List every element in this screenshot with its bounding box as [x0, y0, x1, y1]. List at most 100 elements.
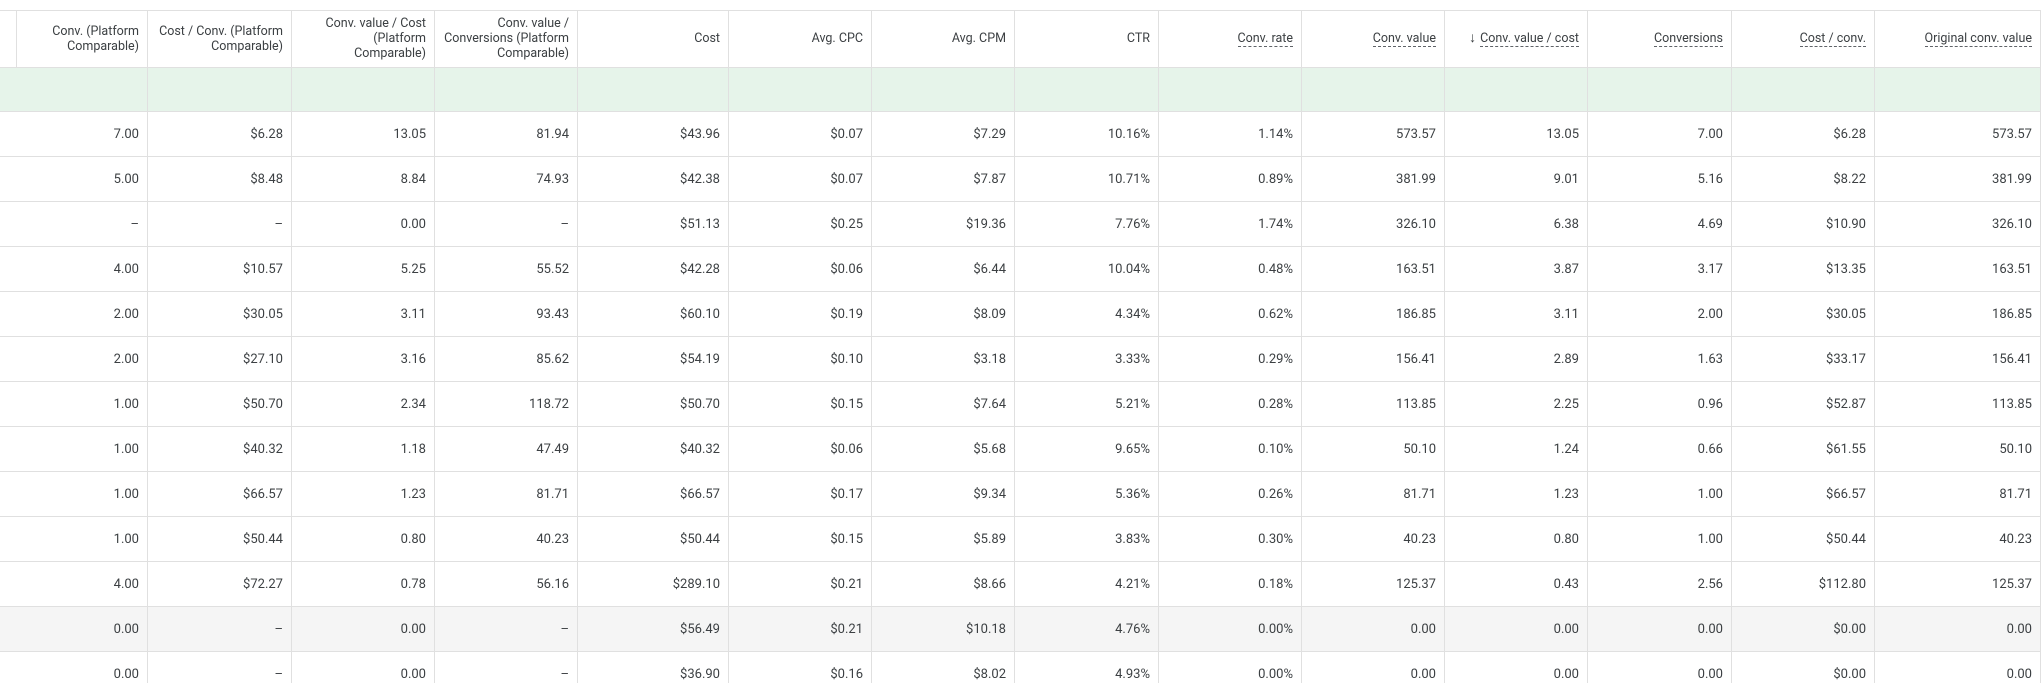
column-header[interactable]: Avg. CPC [729, 10, 872, 68]
data-cell: 6.38 [1445, 202, 1588, 247]
data-cell: 2.34 [292, 382, 435, 427]
column-header[interactable]: Conv. value / Cost (Platform Comparable) [292, 10, 435, 68]
highlight-row-cell [1445, 68, 1588, 112]
data-cell: $112.80 [1732, 562, 1875, 607]
header-label: Conversions [1654, 30, 1723, 47]
column-header[interactable]: CTR [1015, 10, 1159, 68]
data-cell: $8.09 [872, 292, 1015, 337]
data-cell: $42.38 [578, 157, 729, 202]
data-cell: 1.00 [7, 427, 148, 472]
column-header[interactable]: Avg. CPM [872, 10, 1015, 68]
data-cell: 9.01 [1445, 157, 1588, 202]
data-cell: 55.52 [435, 247, 578, 292]
data-cell: 81.71 [1302, 472, 1445, 517]
data-cell: 1.63 [1588, 337, 1732, 382]
data-cell: $52.87 [1732, 382, 1875, 427]
column-header[interactable]: Original conv. value [1875, 10, 2041, 68]
data-cell: 10.04% [1015, 247, 1159, 292]
data-cell: 5.21% [1015, 382, 1159, 427]
column-header[interactable]: Conv. (Platform Comparable) [7, 10, 148, 68]
column-header[interactable]: Conv. value / Conversions (Platform Comp… [435, 10, 578, 68]
data-cell: 56.16 [435, 562, 578, 607]
data-cell: $7.64 [872, 382, 1015, 427]
data-cell: 0.62% [1159, 292, 1302, 337]
data-cell: 1.00 [7, 472, 148, 517]
header-label: Cost [694, 31, 720, 46]
data-cell: 50.10 [1875, 427, 2041, 472]
data-cell: 7.00 [7, 112, 148, 157]
data-cell: $19.36 [872, 202, 1015, 247]
data-cell: 573.57 [1875, 112, 2041, 157]
column-header[interactable]: Conv. rate [1159, 10, 1302, 68]
data-cell: 0.00 [1445, 652, 1588, 683]
data-cell: 3.83% [1015, 517, 1159, 562]
data-cell: 7.00 [1588, 112, 1732, 157]
data-cell: $3.18 [872, 337, 1015, 382]
data-cell: 3.17 [1588, 247, 1732, 292]
data-cell: $56.49 [578, 607, 729, 652]
data-cell: $33.17 [1732, 337, 1875, 382]
column-header[interactable]: Cost / conv. [1732, 10, 1875, 68]
highlight-row-cell [578, 68, 729, 112]
data-cell: 4.93% [1015, 652, 1159, 683]
data-cell: 2.00 [1588, 292, 1732, 337]
data-cell: $5.89 [872, 517, 1015, 562]
highlight-row-cell [1588, 68, 1732, 112]
data-cell: $10.18 [872, 607, 1015, 652]
column-header[interactable]: Cost [578, 10, 729, 68]
data-cell: 2.00 [7, 337, 148, 382]
highlight-row-cell [1732, 68, 1875, 112]
data-cell: 0.30% [1159, 517, 1302, 562]
highlight-row-cell [1302, 68, 1445, 112]
data-cell: 1.00 [1588, 472, 1732, 517]
data-cell: 3.87 [1445, 247, 1588, 292]
data-cell: 0.00 [292, 607, 435, 652]
data-cell: 3.11 [1445, 292, 1588, 337]
highlight-row-cell [1875, 68, 2041, 112]
data-cell: $40.32 [578, 427, 729, 472]
data-cell: – [435, 652, 578, 683]
data-cell: 2.56 [1588, 562, 1732, 607]
data-cell: $50.70 [578, 382, 729, 427]
data-cell: 0.18% [1159, 562, 1302, 607]
data-cell: $30.05 [1732, 292, 1875, 337]
data-cell: 0.96 [1588, 382, 1732, 427]
data-cell: 118.72 [435, 382, 578, 427]
data-cell: $0.16 [729, 652, 872, 683]
data-cell: $0.10 [729, 337, 872, 382]
data-cell: $0.25 [729, 202, 872, 247]
top-strip [0, 0, 2041, 11]
column-header[interactable]: Cost / Conv. (Platform Comparable) [148, 10, 292, 68]
data-cell: 8.84 [292, 157, 435, 202]
data-cell: 81.71 [1875, 472, 2041, 517]
data-cell: 3.16 [292, 337, 435, 382]
data-cell: 163.51 [1302, 247, 1445, 292]
data-cell: – [7, 202, 148, 247]
data-cell: 10.16% [1015, 112, 1159, 157]
data-cell: $0.00 [1732, 652, 1875, 683]
data-cell: $50.44 [1732, 517, 1875, 562]
column-header[interactable]: ↓ Conv. value / cost [1445, 10, 1588, 68]
data-cell: 4.69 [1588, 202, 1732, 247]
data-cell: $42.28 [578, 247, 729, 292]
column-header[interactable]: Conv. value [1302, 10, 1445, 68]
data-cell: $7.87 [872, 157, 1015, 202]
data-cell: $40.32 [148, 427, 292, 472]
highlight-row-cell [435, 68, 578, 112]
data-cell: 2.89 [1445, 337, 1588, 382]
header-label: Cost / Conv. (Platform Comparable) [159, 23, 283, 54]
column-header[interactable]: Conversions [1588, 10, 1732, 68]
data-cell: 5.25 [292, 247, 435, 292]
data-cell: 0.48% [1159, 247, 1302, 292]
highlight-row-cell [1159, 68, 1302, 112]
data-cell: $8.48 [148, 157, 292, 202]
data-cell: 0.00 [292, 652, 435, 683]
data-cell: 1.18 [292, 427, 435, 472]
data-cell: 5.16 [1588, 157, 1732, 202]
data-cell: – [148, 607, 292, 652]
data-cell: – [435, 202, 578, 247]
data-cell: $6.28 [148, 112, 292, 157]
data-cell: 0.28% [1159, 382, 1302, 427]
data-cell: $0.06 [729, 427, 872, 472]
